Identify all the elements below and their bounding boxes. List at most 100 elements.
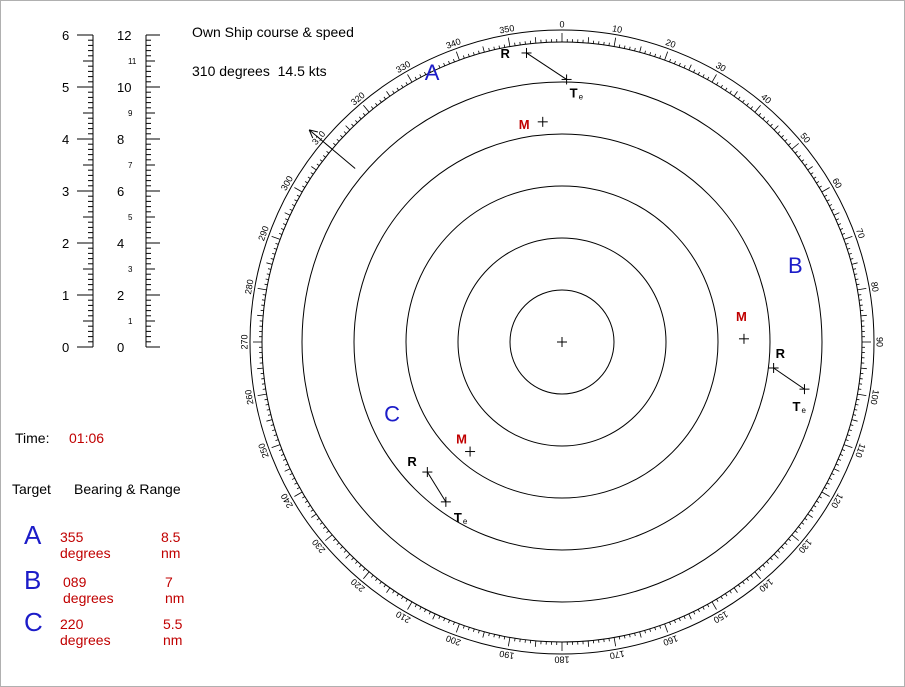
bearing-tick xyxy=(316,163,320,166)
bearing-tick xyxy=(467,627,470,631)
target-range: 8.5 nm xyxy=(161,529,181,561)
bearing-tick xyxy=(788,142,791,146)
bearing-tick xyxy=(777,550,781,553)
bearing-tick xyxy=(462,625,465,629)
bearing-tick xyxy=(291,477,295,480)
bearing-tick xyxy=(754,571,761,579)
bearing-tick xyxy=(289,473,293,476)
bearing-tick xyxy=(773,553,779,559)
bearing-label: 20 xyxy=(664,37,677,50)
bearing-tick xyxy=(462,55,465,59)
bearing-label: 40 xyxy=(759,92,773,106)
bearing-tick xyxy=(270,258,274,260)
bearing-tick xyxy=(448,620,450,624)
bearing-tick xyxy=(453,621,455,626)
bearing-tick xyxy=(693,69,696,73)
scale-left-label: 0 xyxy=(62,340,69,355)
scale-right-major-label: 8 xyxy=(117,132,124,147)
bearing-label: 320 xyxy=(349,90,367,107)
scale-right-major-label: 6 xyxy=(117,184,124,199)
bearing-tick xyxy=(455,623,460,633)
bearing-tick xyxy=(507,637,511,647)
target-range: 5.5 nm xyxy=(163,616,183,648)
bearing-label: 170 xyxy=(609,649,626,661)
range-ring xyxy=(457,237,667,447)
point-m-label: M xyxy=(519,117,530,132)
bearing-tick xyxy=(273,434,277,437)
bearing-tick xyxy=(629,46,631,50)
bearing-tick xyxy=(821,491,830,497)
bearing-tick xyxy=(351,123,354,127)
bearing-tick xyxy=(821,187,830,193)
bearing-tick xyxy=(810,172,814,175)
bearing-tick xyxy=(639,631,642,638)
bearing-tick xyxy=(857,287,867,291)
bearing-tick xyxy=(848,429,852,431)
bearing-tick xyxy=(738,96,741,100)
bearing-tick xyxy=(725,87,728,91)
bearing-tick xyxy=(282,223,287,226)
bearing-label: 350 xyxy=(499,23,516,35)
bearing-tick xyxy=(272,429,276,431)
target-bearing: 220 degrees xyxy=(60,616,111,648)
own-ship-heading-arrow xyxy=(308,129,356,169)
bearing-tick xyxy=(448,60,450,64)
bearing-tick xyxy=(801,159,805,162)
bearing-label: 340 xyxy=(445,36,463,51)
point-r-label: R xyxy=(407,454,417,469)
bearing-tick xyxy=(270,424,274,426)
bearing-tick xyxy=(424,609,427,613)
bearing-tick xyxy=(383,96,386,100)
point-m-label: M xyxy=(736,309,747,324)
bearing-tick xyxy=(503,636,506,640)
point-r-label: R xyxy=(501,46,511,61)
scale-right-minor-label: 5 xyxy=(128,213,133,222)
bearing-tick xyxy=(634,632,636,637)
bearing-tick xyxy=(371,574,374,578)
bearing-tick xyxy=(401,84,404,88)
bearing-tick xyxy=(784,542,788,546)
bearing-tick xyxy=(654,53,657,57)
bearing-tick xyxy=(405,82,408,86)
bearing-tick xyxy=(762,116,766,120)
bearing-tick xyxy=(837,458,842,461)
point-r-label: R xyxy=(776,346,786,361)
bearing-label: 0 xyxy=(559,19,564,29)
scale-right-major-label: 10 xyxy=(117,80,131,95)
bearing-label: 210 xyxy=(394,609,412,625)
bearing-tick xyxy=(264,398,268,401)
bearing-tick xyxy=(498,635,501,639)
bearing-tick xyxy=(467,53,470,57)
bearing-tick xyxy=(363,105,370,113)
bearing-tick xyxy=(840,228,844,230)
bearing-tick xyxy=(669,621,671,626)
bearing-tick xyxy=(414,76,417,80)
bearing-label: 80 xyxy=(869,281,881,293)
bearing-tick xyxy=(801,522,805,525)
bearing-tick xyxy=(649,52,651,56)
bearing-tick xyxy=(678,62,681,67)
bearing-tick xyxy=(618,636,621,640)
bearing-tick xyxy=(639,46,642,53)
bearing-label: 150 xyxy=(712,609,730,625)
scale-left-label: 1 xyxy=(62,288,69,303)
bearing-tick xyxy=(443,62,446,67)
bearing-tick xyxy=(284,212,291,216)
bearing-tick xyxy=(850,258,854,260)
bearing-tick xyxy=(845,242,849,245)
bearing-tick xyxy=(302,496,306,499)
bearing-tick xyxy=(401,596,404,600)
bearing-tick xyxy=(826,199,830,202)
bearing-tick xyxy=(854,409,858,411)
bearing-tick xyxy=(804,163,808,166)
bearing-tick xyxy=(333,142,336,146)
bearing-label: 290 xyxy=(256,225,271,243)
bearing-tick xyxy=(325,534,333,541)
bearing-tick xyxy=(851,419,858,422)
bearing-label: 260 xyxy=(243,389,255,406)
time-label: Time: xyxy=(15,430,50,446)
bearing-tick xyxy=(829,204,833,207)
bearing-tick xyxy=(750,106,753,110)
point-te-label: T xyxy=(454,510,462,525)
scale-right-minor-label: 1 xyxy=(128,317,133,326)
